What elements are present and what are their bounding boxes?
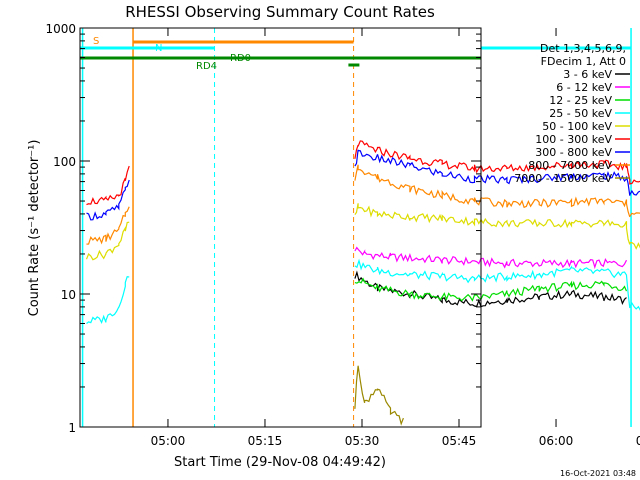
flag-label-s: S [93, 36, 99, 47]
series-line-4 [85, 203, 640, 261]
x-tick-label-2: 05:30 [345, 434, 380, 448]
series-line-1 [354, 246, 628, 270]
flag-label-rd0: RD0 [230, 53, 251, 64]
x-axis-label: Start Time (29-Nov-08 04:49:42) [174, 455, 386, 470]
flag-label-rd4: RD4 [196, 61, 217, 72]
legend-header-1: FDecim 1, Att 0 [541, 55, 626, 68]
x-tick-label-0: 05:00 [151, 434, 186, 448]
footer-timestamp: 16-Oct-2021 03:48 [560, 469, 636, 478]
series-line-2 [354, 277, 628, 302]
series-line-3 [86, 258, 640, 325]
legend-header-0: Det 1,3,4,5,6,9, [540, 42, 626, 55]
axis-ticks: 05:00 05:15 05:30 05:45 06:00 06:15 1 10 100 1000 [45, 22, 640, 448]
legend-entry-3: 25 - 50 keV [549, 107, 612, 120]
series-line-0 [354, 270, 627, 308]
plot-frame [79, 27, 482, 428]
legend-entry-8: 7000 - 15000 keV [514, 172, 612, 185]
y-axis-label: Count Rate (s⁻¹ detector⁻¹) [27, 140, 42, 317]
x-tick-label-1: 05:15 [248, 434, 283, 448]
legend-entry-2: 12 - 25 keV [549, 94, 612, 107]
series-line-8 [354, 365, 404, 426]
chart-title: RHESSI Observing Summary Count Rates [125, 3, 435, 21]
legend-entry-0: 3 - 6 keV [563, 68, 612, 81]
x-tick-label-4: 06:00 [539, 434, 574, 448]
legend-entry-4: 50 - 100 keV [542, 120, 612, 133]
legend-entry-1: 6 - 12 keV [556, 81, 612, 94]
y-tick-label-0: 1 [68, 421, 76, 435]
series-line-6 [86, 149, 640, 221]
series-line-7 [86, 164, 640, 245]
series-layer [85, 140, 640, 426]
legend: Det 1,3,4,5,6,9,FDecim 1, Att 03 - 6 keV… [514, 42, 630, 185]
y-tick-label-1: 10 [61, 288, 76, 302]
y-tick-label-3: 1000 [45, 22, 76, 36]
series-line-5 [86, 140, 640, 206]
x-tick-label-3: 05:45 [442, 434, 477, 448]
y-tick-label-2: 100 [53, 155, 76, 169]
legend-entry-7: 800 - 7000 keV [528, 159, 612, 172]
legend-entry-5: 100 - 300 keV [535, 133, 612, 146]
legend-entry-6: 300 - 800 keV [535, 146, 612, 159]
flag-label-n: N [155, 43, 162, 54]
observing-flags: S N RD0 RD4 [80, 28, 632, 427]
x-tick-label-5: 06:15 [636, 434, 640, 448]
